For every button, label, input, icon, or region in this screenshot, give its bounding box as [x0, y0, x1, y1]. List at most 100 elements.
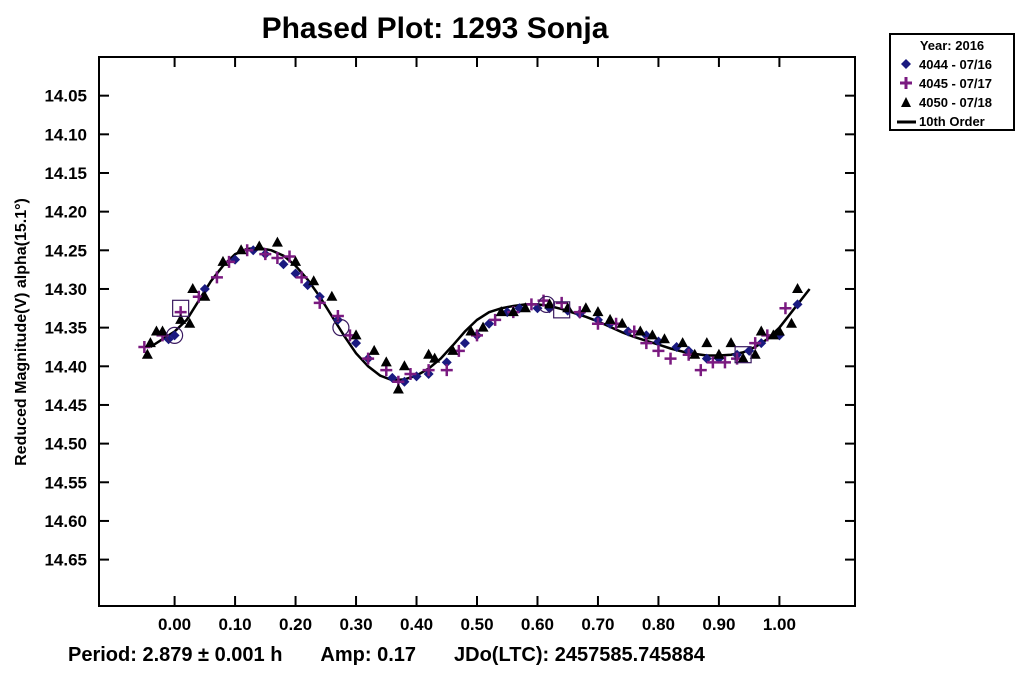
data-point-triangle	[785, 317, 797, 328]
legend-label: 4050 - 07/18	[919, 95, 993, 110]
data-point-plus	[718, 356, 731, 369]
data-point-triangle	[713, 348, 725, 359]
data-point-triangle	[755, 325, 767, 336]
data-point-diamond	[199, 283, 210, 294]
data-point-triangle	[184, 317, 196, 328]
data-point-plus	[440, 364, 453, 377]
data-point-triangle	[392, 383, 404, 394]
x-tick-label: 0.00	[158, 615, 191, 634]
data-point-triangle	[157, 325, 169, 336]
data-point-plus	[779, 302, 792, 315]
data-point-plus	[283, 250, 296, 263]
data-point-triangle	[792, 282, 804, 293]
legend-label: 4044 - 07/16	[919, 57, 993, 72]
data-point-triangle	[423, 348, 435, 359]
data-point-plus	[694, 364, 707, 377]
x-tick-label: 0.90	[702, 615, 735, 634]
epoch-text: JDo(LTC): 2457585.745884	[454, 644, 705, 666]
y-axis-label: Reduced Magnitude(V) alpha(15.1°)	[13, 198, 30, 466]
data-point-plus	[313, 296, 326, 309]
x-tick-label: 0.40	[400, 615, 433, 634]
x-tick-label: 1.00	[763, 615, 796, 634]
legend-entry-4045: 4045 - 07/17	[891, 74, 1013, 94]
data-point-triangle	[253, 240, 265, 251]
data-point-triangle	[465, 325, 477, 336]
data-point-diamond	[314, 291, 325, 302]
data-point-diamond	[623, 326, 634, 337]
data-point-diamond	[792, 299, 803, 310]
x-tick-label: 0.60	[521, 615, 554, 634]
data-point-triangle	[477, 321, 489, 332]
y-tick-label: 14.60	[44, 512, 87, 531]
data-point-triangle	[368, 344, 380, 355]
data-point-triangle	[429, 352, 441, 363]
data-point-plus	[404, 368, 417, 381]
data-point-triangle	[290, 255, 302, 266]
legend-entry-fit: 10th Order	[891, 112, 1013, 132]
data-point-triangle	[308, 275, 320, 286]
x-tick-label: 0.10	[219, 615, 252, 634]
amplitude-text: Amp: 0.17	[320, 644, 417, 666]
y-tick-label: 14.55	[44, 473, 87, 492]
x-tick-label: 0.70	[581, 615, 614, 634]
data-point-triangle	[199, 290, 211, 301]
data-point-triangle	[217, 255, 229, 266]
data-point-diamond	[387, 372, 398, 383]
data-point-plus	[664, 352, 677, 365]
legend-label: 4045 - 07/17	[919, 76, 993, 91]
data-point-diamond	[459, 338, 470, 349]
data-point-triangle	[495, 306, 507, 317]
data-point-triangle	[749, 348, 761, 359]
data-point-triangle	[580, 302, 592, 313]
highlight-circle	[537, 295, 556, 314]
data-point-plus	[640, 337, 653, 350]
y-tick-label: 14.15	[44, 164, 87, 183]
data-point-plus	[259, 248, 272, 261]
data-point-plus	[706, 356, 719, 369]
data-point-plus	[362, 352, 375, 365]
legend-title: Year: 2016	[919, 38, 985, 53]
x-tick-label: 0.80	[642, 615, 675, 634]
legend-label: 10th Order	[919, 114, 985, 129]
footer: Period: 2.879 ± 0.001 h Amp: 0.17 JDo(LTC)…	[68, 644, 705, 667]
data-point-triangle	[562, 302, 574, 313]
data-point-triangle	[689, 348, 701, 359]
period-text: Period: 2.879 ± 0.001 h	[68, 644, 283, 666]
data-point-diamond	[351, 338, 362, 349]
fit-curve	[149, 246, 811, 382]
data-point-diamond	[290, 268, 301, 279]
data-point-triangle	[144, 337, 156, 348]
data-point-plus	[749, 337, 762, 350]
data-point-diamond	[532, 303, 543, 314]
y-tick-label: 14.05	[44, 87, 87, 106]
data-point-triangle	[767, 329, 779, 340]
data-point-diamond	[441, 357, 452, 368]
data-point-plus	[489, 313, 502, 326]
data-point-diamond	[278, 259, 289, 270]
data-point-triangle	[544, 298, 556, 309]
x-tick-label: 0.50	[460, 615, 493, 634]
chart-title: Phased Plot: 1293 Sonja	[261, 12, 609, 45]
data-point-triangle	[507, 306, 519, 317]
triangle-icon	[901, 97, 911, 107]
y-tick-label: 14.25	[44, 241, 87, 260]
x-tick-label: 0.20	[279, 615, 312, 634]
legend-entry-4050: 4050 - 07/18	[891, 93, 1013, 113]
data-point-plus	[295, 271, 308, 284]
data-point-triangle	[519, 302, 531, 313]
data-point-triangle	[235, 244, 247, 255]
diamond-icon	[901, 59, 911, 69]
highlight-circle	[166, 326, 184, 344]
data-point-diamond	[484, 318, 495, 329]
y-tick-label: 14.45	[44, 396, 87, 415]
data-point-triangle	[634, 325, 646, 336]
data-point-triangle	[326, 290, 338, 301]
data-point-triangle	[616, 317, 628, 328]
y-tick-label: 14.35	[44, 319, 87, 338]
highlight-square	[553, 301, 571, 319]
data-point-diamond	[169, 330, 180, 341]
data-point-triangle	[592, 306, 604, 317]
highlight-circle	[332, 319, 350, 337]
data-point-plus	[525, 298, 538, 311]
